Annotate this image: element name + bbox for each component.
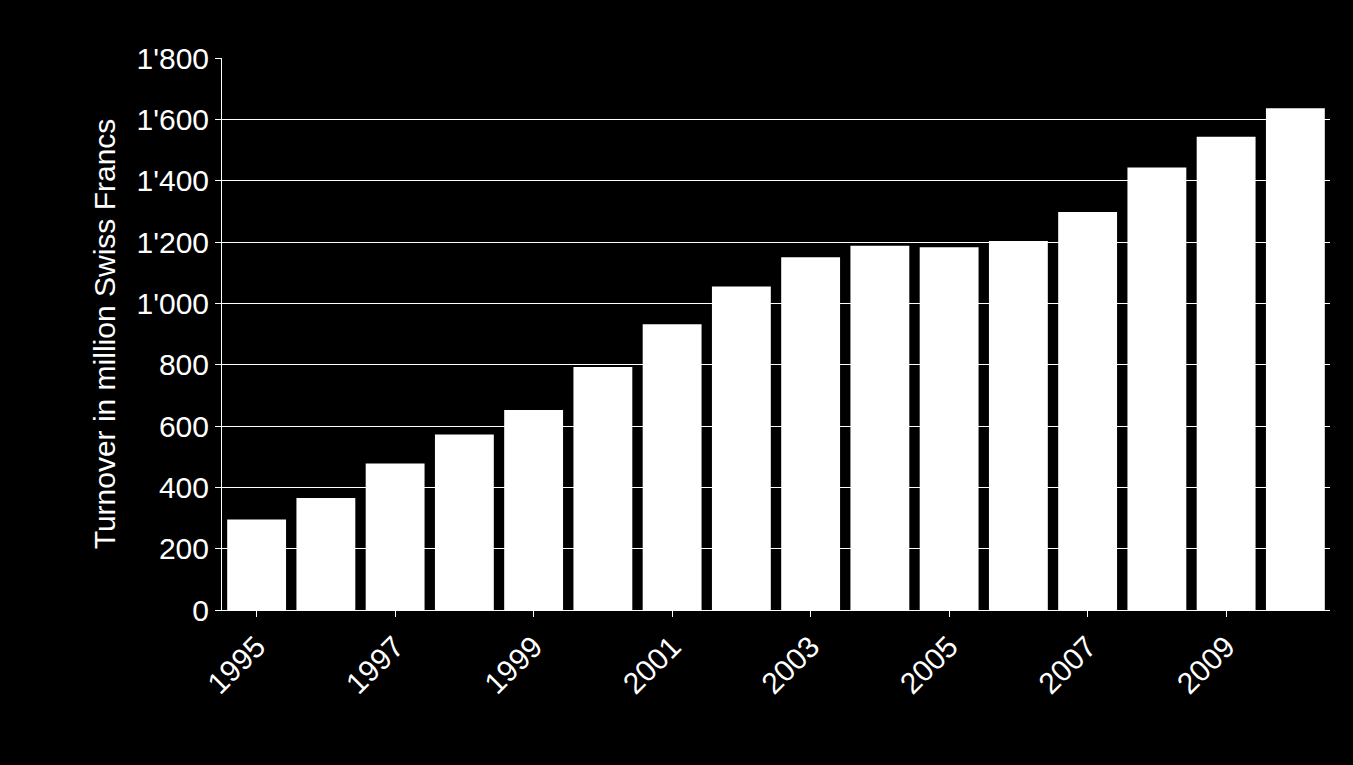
svg-text:1'200: 1'200 (137, 226, 209, 259)
svg-text:400: 400 (159, 471, 209, 504)
svg-text:1'600: 1'600 (137, 103, 209, 136)
svg-text:2001: 2001 (616, 630, 687, 701)
svg-text:2009: 2009 (1170, 630, 1241, 701)
svg-text:2005: 2005 (893, 630, 964, 701)
svg-text:Turnover in million Swiss Fran: Turnover in million Swiss Francs (88, 119, 121, 550)
svg-text:0: 0 (192, 594, 209, 627)
svg-text:600: 600 (159, 410, 209, 443)
svg-text:1'000: 1'000 (137, 287, 209, 320)
svg-text:1'800: 1'800 (137, 42, 209, 75)
svg-text:200: 200 (159, 532, 209, 565)
svg-text:1995: 1995 (201, 630, 272, 701)
svg-text:1999: 1999 (478, 630, 549, 701)
svg-text:2007: 2007 (1032, 630, 1103, 701)
svg-text:1997: 1997 (339, 630, 410, 701)
svg-text:1'400: 1'400 (137, 164, 209, 197)
svg-text:800: 800 (159, 348, 209, 381)
svg-text:2003: 2003 (755, 630, 826, 701)
